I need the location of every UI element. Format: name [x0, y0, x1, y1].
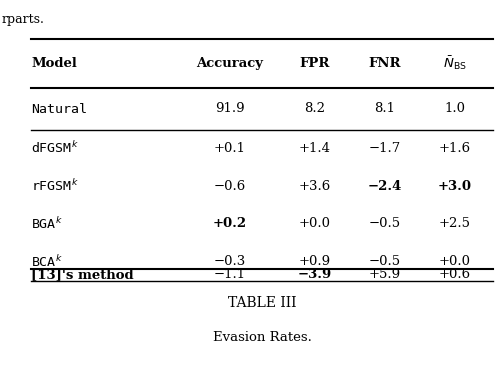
Text: −1.7: −1.7	[369, 142, 401, 155]
Text: −0.5: −0.5	[369, 217, 401, 230]
Text: +3.6: +3.6	[298, 180, 331, 193]
Text: +0.9: +0.9	[298, 255, 331, 268]
Text: +0.6: +0.6	[439, 268, 471, 281]
Text: 8.1: 8.1	[374, 102, 395, 116]
Text: $\mathtt{Natural}$: $\mathtt{Natural}$	[31, 102, 88, 116]
Text: 1.0: 1.0	[445, 102, 466, 116]
Text: Model: Model	[31, 57, 77, 70]
Text: $\mathtt{BGA}^k$: $\mathtt{BGA}^k$	[31, 216, 63, 232]
Text: −1.1: −1.1	[213, 268, 245, 281]
Text: −2.4: −2.4	[367, 180, 402, 193]
Text: −0.6: −0.6	[213, 180, 245, 193]
Text: +1.6: +1.6	[439, 142, 471, 155]
Text: $\bar{N}_{\rm BS}$: $\bar{N}_{\rm BS}$	[443, 55, 467, 73]
Text: $\mathtt{rFGSM}^k$: $\mathtt{rFGSM}^k$	[31, 178, 79, 194]
Text: [13]'s method: [13]'s method	[31, 268, 134, 281]
Text: +2.5: +2.5	[439, 217, 471, 230]
Text: Accuracy: Accuracy	[196, 57, 263, 70]
Text: 8.2: 8.2	[304, 102, 325, 116]
Text: +0.0: +0.0	[299, 217, 331, 230]
Text: −0.5: −0.5	[369, 255, 401, 268]
Text: 91.9: 91.9	[215, 102, 244, 116]
Text: −3.9: −3.9	[297, 268, 332, 281]
Text: +5.9: +5.9	[369, 268, 401, 281]
Text: Evasion Rates.: Evasion Rates.	[213, 331, 311, 344]
Text: +0.0: +0.0	[439, 255, 471, 268]
Text: $\mathtt{BCA}^k$: $\mathtt{BCA}^k$	[31, 254, 63, 270]
Text: $\mathtt{dFGSM}^k$: $\mathtt{dFGSM}^k$	[31, 141, 79, 157]
Text: −0.3: −0.3	[213, 255, 245, 268]
Text: +0.1: +0.1	[214, 142, 245, 155]
Text: rparts.: rparts.	[2, 13, 44, 26]
Text: TABLE III: TABLE III	[228, 296, 296, 310]
Text: +3.0: +3.0	[438, 180, 472, 193]
Text: +1.4: +1.4	[299, 142, 331, 155]
Text: FPR: FPR	[299, 57, 330, 70]
Text: +0.2: +0.2	[212, 217, 246, 230]
Text: FNR: FNR	[368, 57, 401, 70]
